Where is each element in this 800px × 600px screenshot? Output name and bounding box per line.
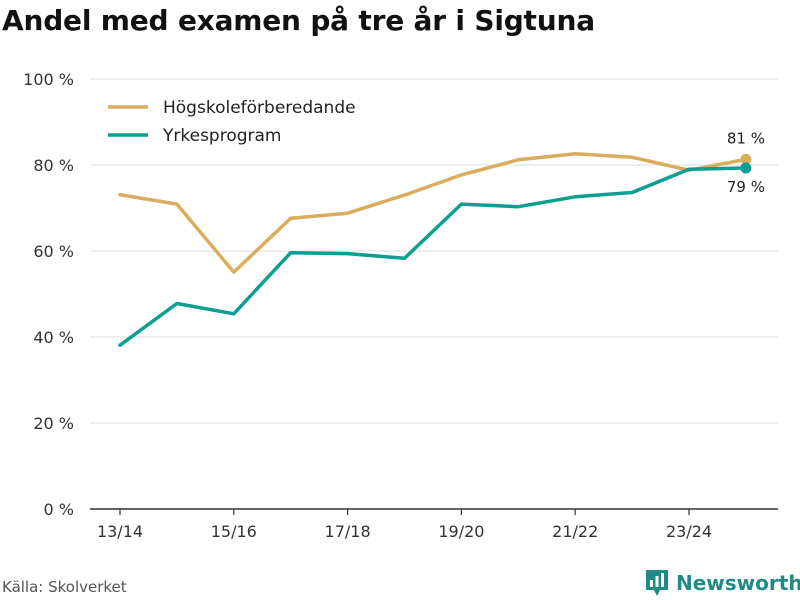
chart-title: Andel med examen på tre år i Sigtuna [2,4,595,37]
y-tick-label: 20 % [33,414,74,433]
series-line-0 [118,152,748,274]
series-end-label-0: 81 % [727,129,765,147]
newsworthy-logo-icon [646,570,668,596]
legend-label: Högskoleförberedande [163,98,356,118]
x-tick-label: 17/18 [325,522,371,541]
y-tick-label: 80 % [33,156,74,175]
gridlines [90,78,778,424]
brand-logo: Newsworthy [644,568,800,598]
legend: Högskoleförberedande Yrkesprogram [108,98,356,146]
series-line-1 [118,166,748,347]
y-tick-label: 100 % [23,70,74,89]
series-lines: 81 % 79 % [118,129,765,347]
x-axis: 13/14 15/16 17/18 19/20 21/22 23/24 [90,508,778,541]
brand-name: Newsworthy [676,571,800,595]
legend-label: Yrkesprogram [162,126,282,146]
x-tick-label: 19/20 [438,522,484,541]
series-end-point-0 [740,153,752,165]
y-axis-tick-labels: 0 % 20 % 40 % 60 % 80 % 100 % [23,70,74,519]
x-tick-label: 23/24 [666,522,712,541]
y-tick-label: 60 % [33,242,74,261]
series-end-point-1 [740,162,752,174]
x-tick-label: 13/14 [97,522,143,541]
series-end-label-1: 79 % [727,178,765,196]
y-tick-label: 40 % [33,328,74,347]
x-tick-label: 15/16 [211,522,257,541]
x-tick-label: 21/22 [552,522,598,541]
y-tick-label: 0 % [44,500,74,519]
source-note: Källa: Skolverket [2,578,127,596]
